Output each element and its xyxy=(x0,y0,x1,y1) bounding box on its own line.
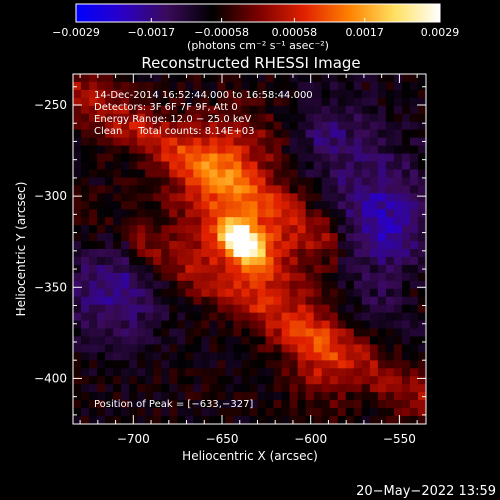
plot-frame xyxy=(72,73,427,425)
y-tick-label: −300 xyxy=(34,189,67,203)
annotation-clean-counts: Clean Total counts: 8.14E+03 xyxy=(94,126,254,137)
heatmap-image xyxy=(73,74,427,425)
colorbar-tick-label: 0.0017 xyxy=(345,26,384,39)
annotation-energy-range: Energy Range: 12.0 − 25.0 keV xyxy=(94,114,251,125)
x-tick-label: −650 xyxy=(206,432,239,446)
colorbar xyxy=(75,3,441,23)
peak-position-label: Position of Peak = [−633,−327] xyxy=(94,399,253,410)
x-tick-label: −600 xyxy=(294,432,327,446)
x-tick-label: −550 xyxy=(383,432,416,446)
x-tick-label: −700 xyxy=(117,432,150,446)
colorbar-tick-label: 0.00058 xyxy=(272,26,318,39)
image-plot-area xyxy=(73,74,427,425)
y-tick-label: −350 xyxy=(34,280,67,294)
y-tick-label: −250 xyxy=(34,98,67,112)
x-axis-label: Heliocentric X (arcsec) xyxy=(182,449,318,463)
colorbar-tick-label: −0.0029 xyxy=(52,26,100,39)
y-tick-label: −400 xyxy=(34,371,67,385)
annotation-block: 14-Dec-2014 16:52:44.000 to 16:58:44.000… xyxy=(94,90,313,410)
axis-ticks: −700 −650 −600 −550 −250 −300 −350 −400 xyxy=(34,74,426,446)
colorbar-tick-label: 0.0029 xyxy=(421,26,460,39)
annotation-detectors: Detectors: 3F 6F 7F 9F, Att 0 xyxy=(94,102,238,113)
footer-timestamp: 20−May−2022 13:59 xyxy=(356,484,496,499)
colorbar-tick-label: −0.00058 xyxy=(194,26,249,39)
chart-title: Reconstructed RHESSI Image xyxy=(141,54,360,72)
colorbar-tick-label: −0.0017 xyxy=(127,26,175,39)
y-axis-label: Heliocentric Y (arcsec) xyxy=(14,182,28,317)
colorbar-ticks: −0.0029 −0.0017 −0.00058 0.00058 0.0017 0.002… xyxy=(52,18,459,39)
annotation-time-range: 14-Dec-2014 16:52:44.000 to 16:58:44.000 xyxy=(94,90,313,101)
colorbar-unit: (photons cm⁻² s⁻¹ asec⁻²) xyxy=(187,39,329,52)
